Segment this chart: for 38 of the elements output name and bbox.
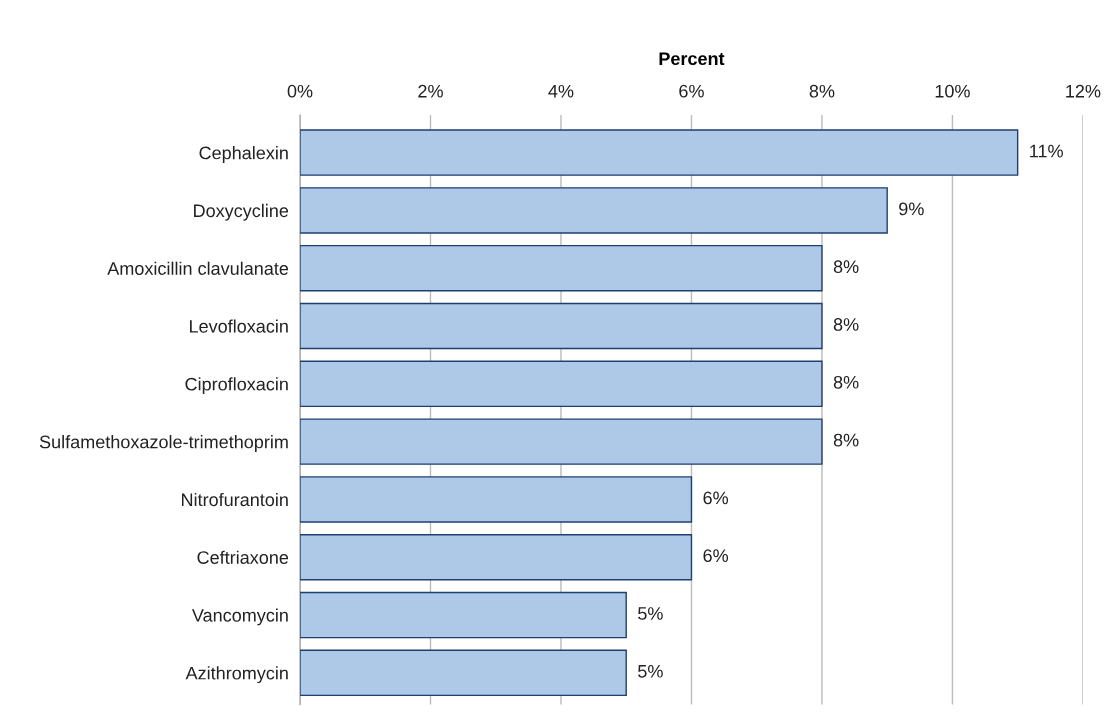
bar <box>300 591 627 639</box>
y-tick-label: Vancomycin <box>191 608 288 626</box>
y-tick-label: Azithromycin <box>185 666 288 684</box>
y-tick-label: Amoxicillin clavulanate <box>107 261 289 275</box>
data-label: 9% <box>899 202 924 216</box>
bar <box>300 187 888 234</box>
data-label: 6% <box>703 549 729 563</box>
y-tick-label: Cephalexin <box>199 146 288 163</box>
data-label: 11% <box>1030 144 1063 158</box>
bar <box>300 533 693 581</box>
bar <box>300 360 823 408</box>
bar <box>300 418 823 465</box>
bar <box>300 476 693 523</box>
data-label: 6% <box>703 491 729 505</box>
x-tick-label: 12% <box>1066 84 1101 98</box>
data-label: 8% <box>833 433 859 447</box>
bar <box>300 244 823 292</box>
bar <box>300 302 823 350</box>
bar <box>300 129 1019 176</box>
data-label: 5% <box>638 607 663 620</box>
y-tick-label: Sulfamethoxazole-trimethoprim <box>39 435 288 452</box>
y-tick-label: Doxycycline <box>194 203 289 221</box>
y-tick-label: Ceftriaxone <box>197 550 289 564</box>
x-axis-title: Percent <box>659 52 725 66</box>
data-label: 8% <box>833 318 859 331</box>
x-tick-label: 8% <box>809 84 835 98</box>
data-label: 8% <box>833 375 859 389</box>
x-tick-label: 10% <box>935 84 970 98</box>
data-label: 5% <box>638 664 663 678</box>
x-tick-label: 4% <box>548 84 574 98</box>
data-label: 8% <box>833 260 859 274</box>
x-tick-label: 0% <box>287 84 313 98</box>
x-tick-label: 2% <box>418 84 443 98</box>
x-tick-label: 6% <box>679 84 704 98</box>
y-tick-label: Levofloxacin <box>190 319 288 333</box>
y-tick-label: Nitrofurantoin <box>182 492 288 507</box>
y-tick-label: Ciprofloxacin <box>185 377 288 395</box>
bar <box>300 649 627 697</box>
